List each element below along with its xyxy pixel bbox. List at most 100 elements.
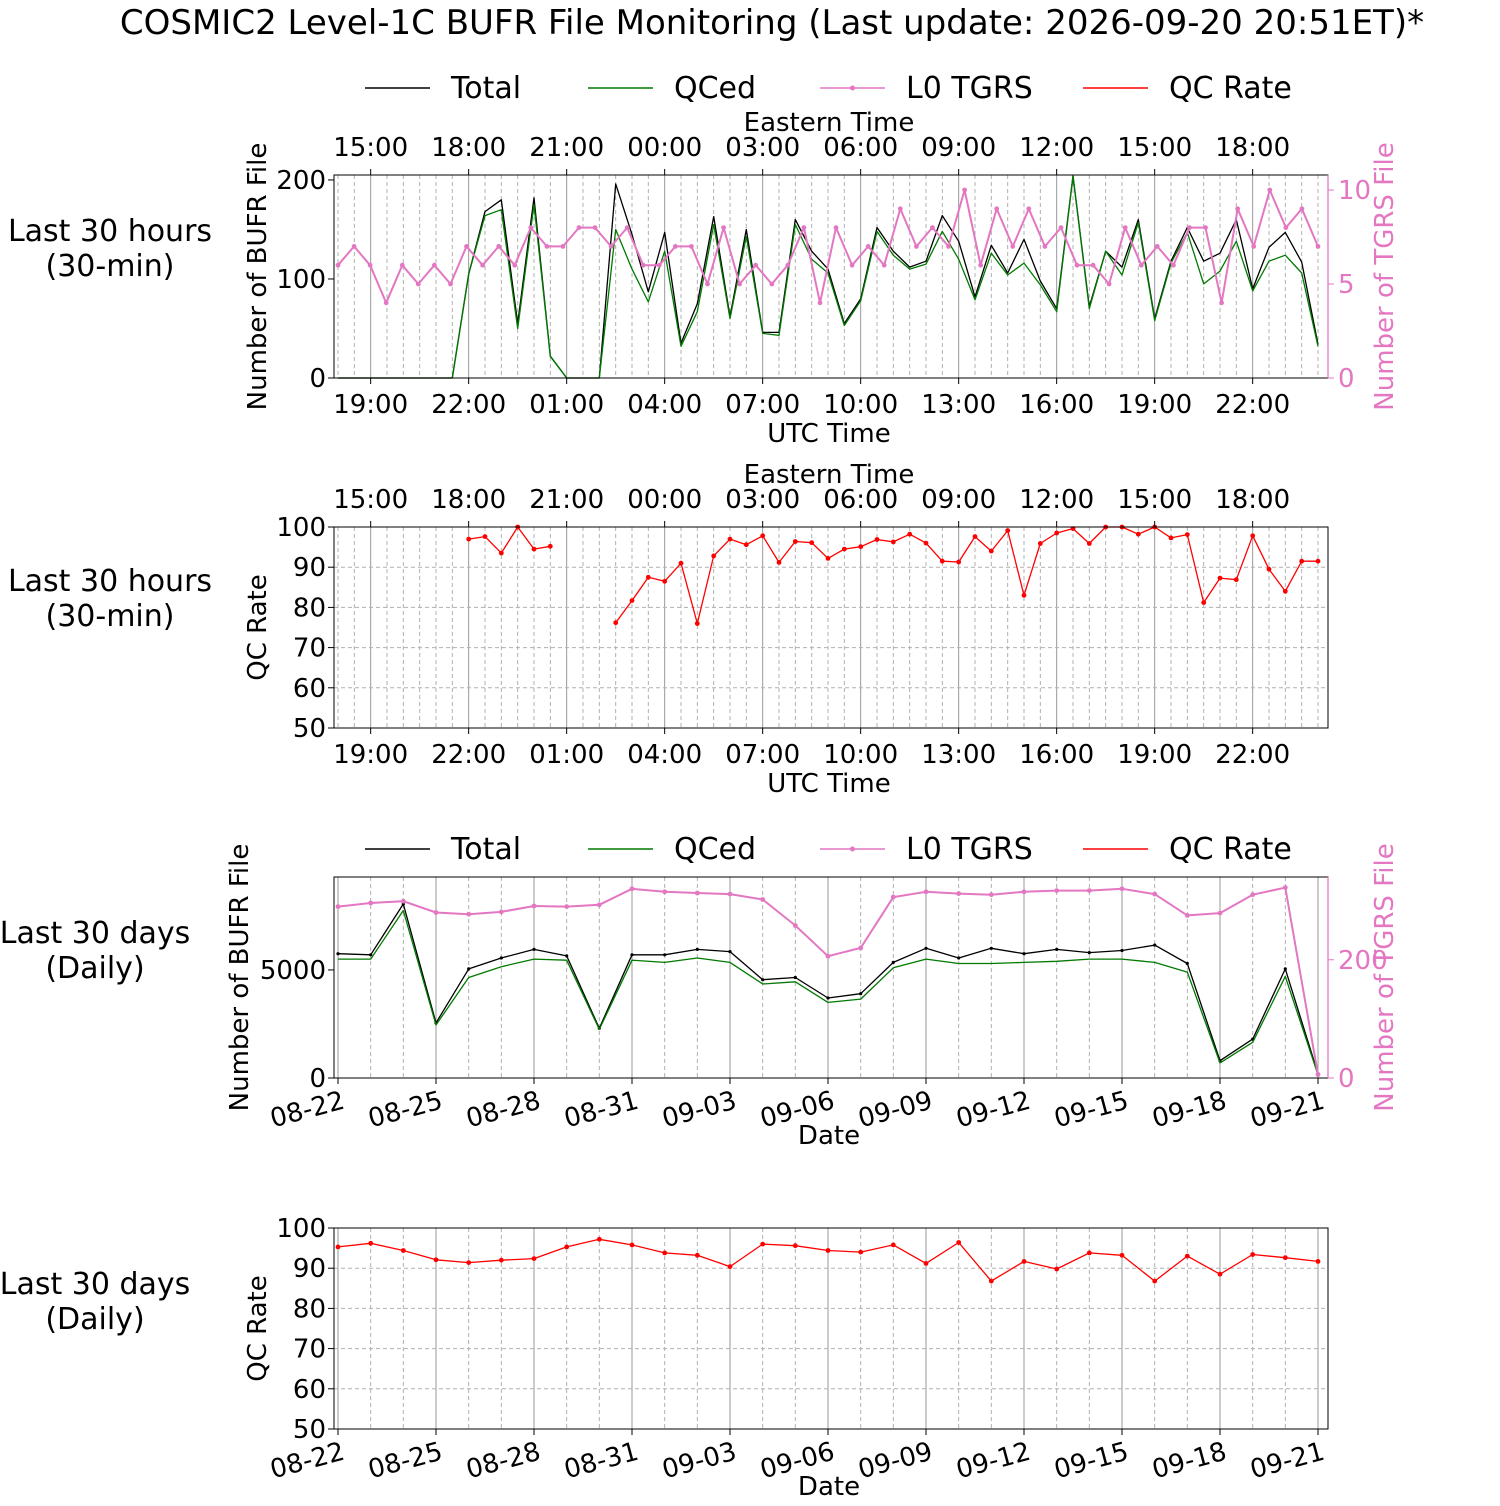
top-tick-label: 18:00 (1215, 485, 1290, 515)
data-point (1315, 1072, 1321, 1077)
data-point (498, 909, 504, 915)
x-tick-label: 09-18 (1149, 1437, 1230, 1486)
data-point (528, 225, 534, 231)
x-tick-label: 08-28 (463, 1437, 544, 1486)
x-tick-label: 09-09 (855, 1086, 936, 1135)
data-point (544, 244, 550, 249)
data-point (1086, 541, 1092, 546)
data-point (988, 1278, 994, 1284)
data-point (624, 225, 630, 231)
x-tick-label: 08-25 (365, 1086, 446, 1135)
data-point (946, 244, 951, 249)
data-point (776, 560, 782, 565)
data-point (924, 946, 928, 950)
data-point (858, 544, 864, 550)
data-point (1087, 951, 1091, 955)
data-point (1250, 1252, 1256, 1257)
top-axis-label: Eastern Time (744, 108, 915, 138)
data-point (988, 892, 994, 898)
data-point (989, 946, 993, 950)
top-tick-label: 18:00 (431, 133, 506, 163)
data-point (988, 548, 994, 554)
data-point (930, 225, 935, 231)
data-point (629, 1242, 635, 1248)
data-point (531, 546, 537, 552)
data-point (907, 531, 913, 537)
data-point (694, 890, 700, 896)
data-point (825, 1248, 831, 1253)
y2-tick-label: 10 (1338, 176, 1371, 206)
data-point (914, 244, 919, 249)
y2-tick-label: 0 (1338, 364, 1355, 394)
x-tick-label: 09-03 (659, 1437, 740, 1486)
plot-frame (333, 1227, 1329, 1430)
data-point (499, 956, 503, 960)
x-tick-label: 10:00 (823, 740, 898, 770)
data-point (957, 956, 961, 960)
data-point (629, 598, 635, 603)
data-point (1201, 600, 1207, 605)
data-point (826, 996, 830, 1000)
data-point (433, 910, 439, 915)
y-tick-label: 50 (293, 1415, 326, 1445)
data-point (432, 262, 437, 268)
data-point (1251, 244, 1257, 249)
y-tick-label: 80 (293, 593, 326, 623)
data-point (673, 244, 678, 249)
legend-label-4: QC Rate (1169, 71, 1292, 106)
data-point (792, 923, 798, 928)
data-point (705, 281, 710, 287)
data-point (596, 902, 602, 908)
x-tick-label: 09-03 (659, 1086, 740, 1135)
top-tick-label: 15:00 (333, 485, 408, 515)
y2-tick-label: 5 (1338, 270, 1355, 300)
x-tick-label: 08-31 (561, 1086, 642, 1135)
x-tick-label: 10:00 (823, 390, 898, 420)
data-point (1090, 262, 1096, 268)
y-tick-label: 100 (276, 513, 326, 543)
data-point (1055, 947, 1059, 952)
data-point (689, 244, 694, 249)
data-point (560, 244, 566, 249)
top-tick-label: 21:00 (529, 485, 604, 515)
plot-frame (333, 526, 1329, 729)
data-point (368, 900, 374, 906)
x-tick-label: 07:00 (725, 390, 800, 420)
data-point (464, 244, 469, 249)
x-tick-label: 09-12 (953, 1086, 1034, 1135)
data-point (1171, 262, 1176, 268)
x-tick-label: 19:00 (1117, 740, 1192, 770)
data-point (972, 534, 978, 539)
x-tick-label: 07:00 (725, 740, 800, 770)
data-point (466, 536, 472, 542)
data-point (482, 534, 488, 539)
y-tick-label: 200 (276, 166, 326, 196)
data-point (1058, 225, 1064, 231)
data-point (1086, 1250, 1092, 1256)
data-point (1282, 588, 1288, 594)
legend-label-3: L0 TGRS (906, 71, 1033, 106)
series-line-qced (338, 175, 1319, 379)
x-tick-label: 09-15 (1051, 1437, 1132, 1486)
data-point (547, 543, 553, 549)
data-point (769, 281, 775, 287)
figure-title: COSMIC2 Level-1C BUFR File Monitoring (L… (120, 3, 1424, 43)
data-point (1054, 1266, 1060, 1272)
top-tick-label: 15:00 (1117, 485, 1192, 515)
x-tick-label: 09-15 (1051, 1086, 1132, 1135)
series-line-l0-tgrs (337, 189, 1319, 304)
legend-middle: Total QCed L0 TGRS QC Rate (365, 832, 1292, 867)
plot-frame (333, 174, 1329, 379)
data-point (1283, 225, 1289, 231)
data-point (1282, 1255, 1288, 1261)
data-point (592, 225, 598, 231)
x-axis-label: UTC Time (767, 769, 890, 799)
y-axis-label: QC Rate (243, 574, 273, 681)
data-point (792, 1243, 798, 1249)
data-point (1122, 225, 1128, 231)
y-tick-label: 5000 (260, 956, 326, 986)
data-point (956, 559, 962, 565)
data-point (335, 1244, 341, 1250)
data-point (956, 891, 962, 896)
data-point (498, 550, 504, 556)
